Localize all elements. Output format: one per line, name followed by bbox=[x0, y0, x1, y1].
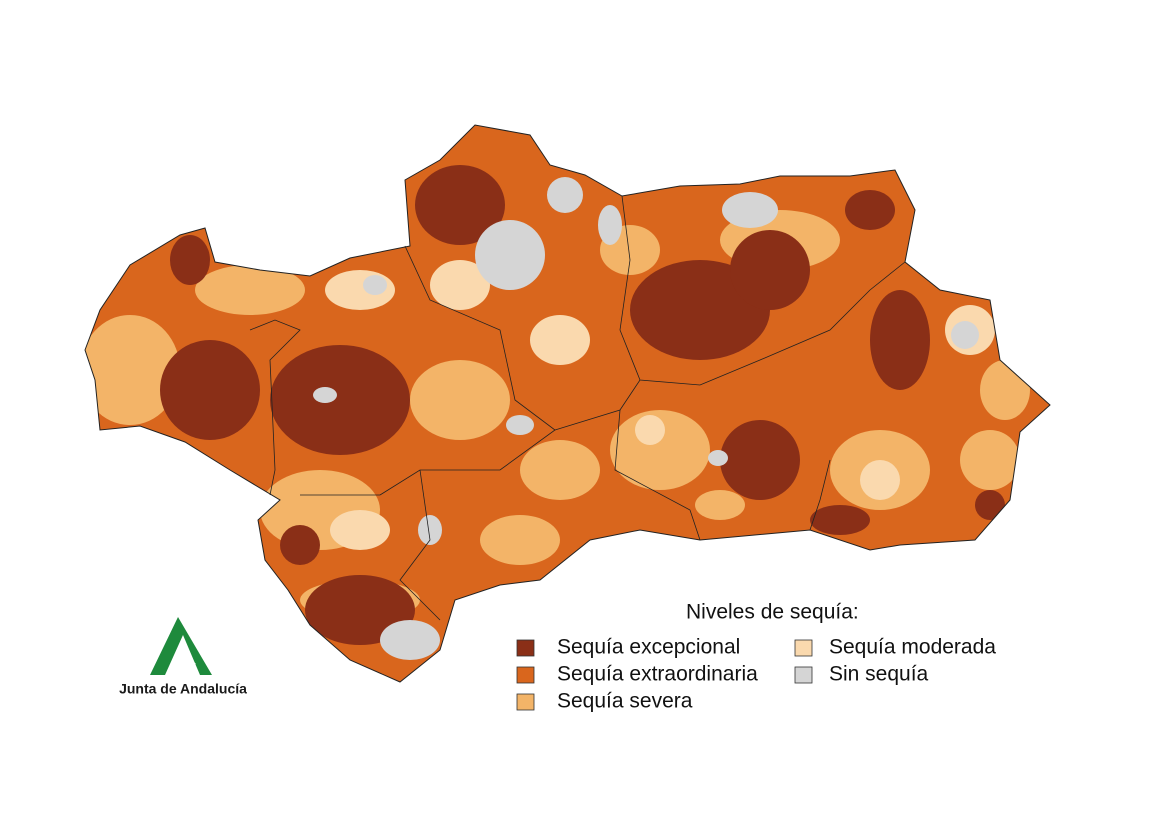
logo-text: Junta de Andalucía bbox=[119, 681, 247, 697]
drought-area bbox=[598, 205, 622, 245]
drought-area bbox=[313, 387, 337, 403]
drought-area bbox=[722, 192, 778, 228]
legend-title: Niveles de sequía: bbox=[686, 601, 859, 624]
legend-label: Sequía severa bbox=[557, 690, 693, 713]
drought-area bbox=[330, 510, 390, 550]
drought-area bbox=[980, 360, 1030, 420]
legend-label: Sequía extraordinaria bbox=[557, 663, 758, 686]
province-borders bbox=[249, 195, 906, 621]
drought-area bbox=[810, 505, 870, 535]
drought-area bbox=[280, 525, 320, 565]
legend-swatch bbox=[794, 639, 813, 657]
drought-area bbox=[860, 460, 900, 500]
legend-label: Sequía excepcional bbox=[557, 636, 740, 659]
legend-swatch bbox=[516, 693, 535, 711]
drought-area bbox=[845, 190, 895, 230]
drought-area bbox=[430, 260, 490, 310]
drought-area bbox=[695, 490, 745, 520]
legend: Niveles de sequía: Sequía excepcional Seq… bbox=[516, 601, 996, 713]
drought-area bbox=[506, 415, 534, 435]
legend-swatch bbox=[516, 666, 535, 684]
drought-area bbox=[380, 620, 440, 660]
drought-area bbox=[720, 420, 800, 500]
drought-area bbox=[730, 230, 810, 310]
drought-area bbox=[635, 415, 665, 445]
drought-area bbox=[708, 450, 728, 466]
legend-label: Sin sequía bbox=[829, 663, 929, 686]
drought-area bbox=[195, 265, 305, 315]
drought-area bbox=[170, 235, 210, 285]
drought-area bbox=[160, 340, 260, 440]
drought-area bbox=[85, 315, 180, 425]
drought-area bbox=[410, 360, 510, 440]
legend-swatch bbox=[794, 666, 813, 684]
region-outline bbox=[84, 124, 1051, 683]
drought-area bbox=[960, 430, 1020, 490]
drought-area bbox=[475, 220, 545, 290]
drought-area bbox=[415, 165, 505, 245]
legend-label: Sequía moderada bbox=[829, 636, 996, 659]
logo: Junta de Andalucía bbox=[119, 617, 247, 697]
drought-area bbox=[363, 275, 387, 295]
drought-area bbox=[975, 490, 1005, 520]
drought-area bbox=[547, 177, 583, 213]
drought-area bbox=[530, 315, 590, 365]
drought-area bbox=[270, 345, 410, 455]
drought-map bbox=[85, 125, 1050, 682]
drought-area bbox=[480, 515, 560, 565]
drought-area bbox=[520, 440, 600, 500]
drought-area bbox=[870, 290, 930, 390]
logo-mark bbox=[150, 617, 212, 675]
logo-mark-inner bbox=[172, 656, 196, 667]
drought-area bbox=[418, 515, 442, 545]
drought-area bbox=[951, 321, 979, 349]
legend-swatch bbox=[516, 639, 535, 657]
